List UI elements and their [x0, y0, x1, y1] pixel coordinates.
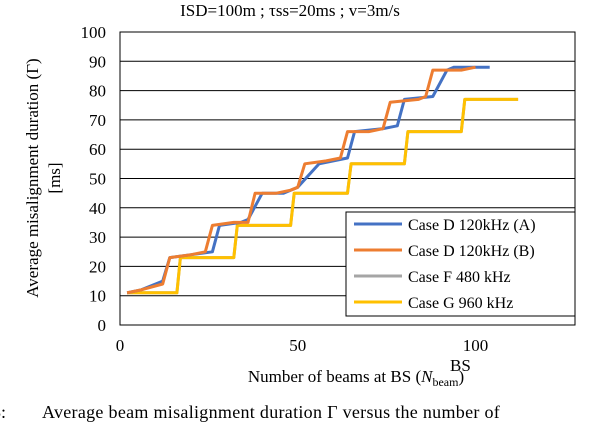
y-tick-labels: 0 10 20 30 40 50 60 70 80 90 100 — [81, 23, 107, 335]
x-tick-label: 100 — [463, 336, 489, 355]
caption-text: Average beam misalignment duration Γ ver… — [42, 402, 501, 422]
legend-label: Case D 120kHz (B) — [408, 243, 535, 260]
x-axis-label: Number of beams at BS (Nbeam) BS — [248, 356, 471, 389]
y-tick-label: 90 — [89, 52, 106, 71]
y-tick-label: 70 — [89, 111, 106, 130]
y-tick-label: 40 — [89, 199, 106, 218]
y-tick-label: 10 — [89, 287, 106, 306]
y-tick-label: 0 — [98, 316, 107, 335]
y-tick-label: 30 — [89, 228, 106, 247]
y-tick-label: 20 — [89, 257, 106, 276]
series-line-2 — [126, 65, 476, 295]
x-axis-label-symbol: N — [420, 367, 434, 386]
legend: Case D 120kHz (A) Case D 120kHz (B) Case F… — [345, 211, 576, 317]
caption-label: 3: — [0, 402, 7, 422]
legend-label: Case F 480 kHz — [408, 269, 511, 286]
x-axis-label-text: Number of beams at BS — [248, 367, 411, 386]
x-axis-label-sup: BS — [450, 356, 471, 375]
legend-box — [345, 211, 576, 317]
legend-label: Case D 120kHz (A) — [408, 217, 536, 234]
x-tick-label: 50 — [289, 336, 306, 355]
y-axis-label-line2: [ms] — [45, 162, 64, 193]
series-lines — [126, 65, 519, 295]
x-axis-label-sub: beam — [432, 375, 459, 389]
y-tick-label: 80 — [89, 82, 106, 101]
x-tick-labels: 0 50 100 — [116, 336, 488, 355]
series-line-4 — [127, 97, 519, 295]
chart-title: ISD=100m ; τss=20ms ; v=3m/s — [180, 1, 400, 20]
y-axis-label-line1: Average misalignment duration (Γ) — [23, 58, 42, 297]
y-tick-label: 60 — [89, 140, 106, 159]
x-tick-label: 0 — [116, 336, 125, 355]
y-tick-label: 50 — [89, 170, 106, 189]
y-axis-label: Average misalignment duration (Γ) [ms] — [23, 58, 64, 297]
legend-label: Case G 960 kHz — [408, 295, 513, 312]
svg-text:Number of beams at BS: Number of beams at BS (Nbeam) — [248, 367, 464, 389]
y-tick-label: 100 — [81, 23, 107, 42]
figure-caption: 3: Average beam misalignment duration Γ … — [0, 402, 610, 422]
